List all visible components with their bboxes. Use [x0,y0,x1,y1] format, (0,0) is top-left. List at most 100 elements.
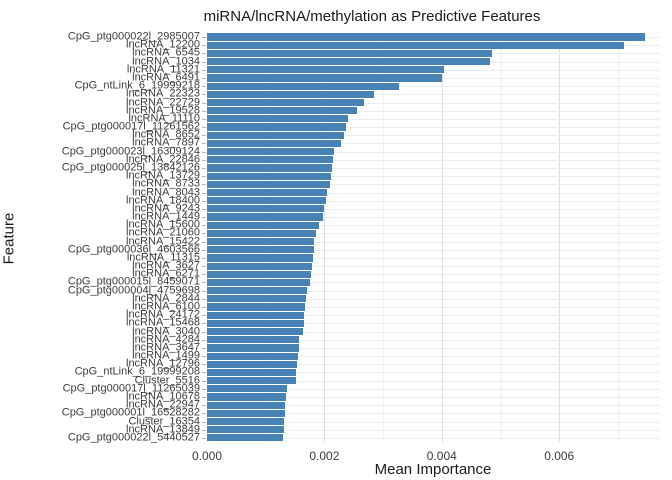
bar [207,311,305,319]
gridline-row [207,397,659,398]
y-tick-label: lncRNA_1034 [132,55,200,68]
y-tick-mark [202,372,206,374]
y-tick-label: lncRNA_6271 [132,267,200,280]
y-tick-label: lncRNA_8652 [132,128,200,141]
bar [207,33,645,41]
y-tick-mark [202,127,206,129]
y-tick-mark [202,298,206,300]
gridline-major [559,33,561,442]
bar [207,377,297,385]
gridline-row [207,184,659,186]
gridline-row [207,266,659,268]
y-tick-mark [202,151,206,153]
y-tick-label: CpG_ntLink_6_19999218 [74,79,200,92]
bar [207,98,364,107]
bar [207,213,324,221]
gridline-row [207,217,659,219]
y-tick-mark [202,397,206,398]
y-tick-mark [202,282,206,284]
gridline-row [207,298,659,300]
y-tick-label: CpG_ptg000015l_8459071 [67,275,200,288]
bar [207,352,298,360]
y-tick-label: lncRNA_22947 [126,398,200,411]
gridline-row [207,347,659,349]
y-tick-mark [202,274,206,276]
y-tick-mark [202,118,206,120]
bar [207,278,311,287]
gridline-minor [383,33,385,442]
y-tick-label: lncRNA_11110 [128,112,200,125]
gridline-row [207,127,659,129]
gridline-row [207,225,659,227]
x-tick-label: 0.002 [309,449,340,463]
gridline-row [207,364,659,366]
y-tick-label: lncRNA_8733 [132,177,200,190]
bar [207,287,307,295]
bar [207,417,284,426]
gridline-row [207,323,659,325]
bar [207,90,375,98]
y-tick-label: lncRNA_22323 [126,87,200,100]
y-tick-label: lncRNA_6491 [132,71,200,84]
y-tick-label: lncRNA_4284 [132,333,200,346]
bar [207,246,314,254]
y-tick-mark [202,339,206,341]
y-tick-label: lncRNA_1499 [132,349,200,362]
y-tick-mark [202,143,206,145]
bar [207,303,306,311]
x-axis-title: Mean Importance [374,461,492,478]
gridline-row [207,86,659,88]
bar [207,409,286,417]
bar [207,180,330,188]
y-tick-label: lncRNA_10678 [126,390,200,403]
y-tick-mark [202,266,206,268]
x-tick-label: 0.004 [426,449,457,463]
gridline-row [207,290,659,292]
y-tick-label: lncRNA_19528 [126,104,200,117]
y-tick-mark [202,307,206,309]
y-tick-label: CpG_ptg000004l_4759698 [67,284,200,297]
gridline-row [207,208,659,210]
y-tick-mark [202,86,206,88]
y-tick-label: lncRNA_13729 [126,169,200,182]
y-tick-mark [202,176,206,178]
y-tick-mark [202,37,206,39]
bar [207,254,314,262]
bar [207,197,326,205]
y-tick-mark [202,233,206,235]
y-tick-label: CpG_ptg000022l_2985007 [67,30,200,43]
bar [207,66,444,74]
y-tick-label: lncRNA_3040 [132,325,200,338]
gridline-major [324,33,326,442]
y-tick-mark [202,356,206,358]
gridline-minor [617,33,619,442]
gridline-minor [265,33,267,442]
gridline-major [441,33,443,442]
x-tick-label: 0.006 [544,449,575,463]
bar [207,360,297,368]
y-tick-mark [202,323,206,325]
y-tick-mark [202,110,206,112]
x-tick-label: 0.000 [191,449,223,463]
gridline-row [207,421,659,423]
gridline-row [207,372,659,374]
bar [207,237,315,246]
gridline-row [207,315,659,317]
y-tick-mark [202,315,206,317]
gridline-row [207,192,659,194]
y-tick-label: CpG_ptg000036l_4603566 [67,243,200,256]
y-tick-label: lncRNA_13849 [126,423,200,436]
y-tick-mark [202,45,206,47]
bar [207,74,443,82]
y-tick-mark [202,94,206,96]
y-tick-mark [202,380,206,382]
gridline-row [207,413,659,415]
y-tick-label: lncRNA_15468 [126,316,200,329]
bar [207,123,347,131]
gridline-row [207,241,659,243]
gridline-row [207,110,659,112]
bar [207,385,288,393]
y-tick-label: lncRNA_24172 [126,308,200,321]
y-tick-mark [202,225,206,227]
y-tick-label: lncRNA_8043 [132,186,200,198]
